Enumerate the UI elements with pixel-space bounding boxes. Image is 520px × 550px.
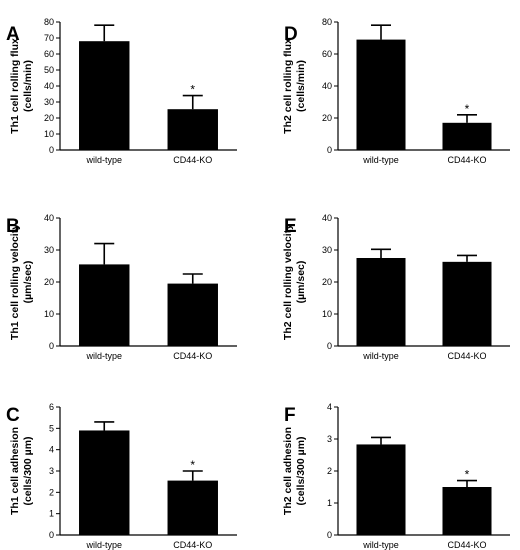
y-tick-label: 4 [49,445,54,455]
y-tick-label: 10 [44,129,54,139]
y-axis-title: (cells/300 µm) [22,436,34,505]
y-tick-label: 20 [322,113,332,123]
x-category-label: wild-type [85,351,122,361]
x-category-label: wild-type [85,155,122,165]
panel-a: A 0 10 20 30 40 50 60 70 80 wild-type * CD44-KO Th1 c… [6,17,237,165]
y-tick-label: 30 [44,97,54,107]
x-category-label: CD44-KO [173,540,212,550]
x-category-label: wild-type [362,540,399,550]
y-tick-label: 0 [49,341,54,351]
y-axis-title: Th2 cell rolling flux [282,38,294,134]
y-tick-label: 1 [49,509,54,519]
y-tick-label: 50 [44,65,54,75]
y-tick-label: 30 [44,245,54,255]
y-tick-label: 20 [322,277,332,287]
y-tick-label: 0 [327,341,332,351]
y-tick-label: 70 [44,33,54,43]
panel-letter: C [6,405,20,426]
y-tick-label: 2 [49,487,54,497]
panel-b: B 0 10 20 30 40 wild-type CD44-KO Th1 cell rolli… [6,213,237,361]
y-tick-label: 2 [327,466,332,476]
y-tick-label: 10 [322,309,332,319]
significance-marker: * [190,83,195,97]
bar [356,444,406,535]
y-tick-label: 60 [44,49,54,59]
y-tick-label: 40 [322,213,332,223]
y-axis-title: Th2 cell adhesion [282,427,294,515]
y-tick-label: 3 [49,466,54,476]
bar [79,430,130,535]
panel-e: E 0 10 20 30 40 wild-type CD44-KO Th2 cell rolli… [282,213,510,361]
y-axis-title: (µm/sec) [295,261,307,304]
panel-letter: A [6,24,20,45]
y-tick-label: 20 [44,113,54,123]
bar [442,261,492,346]
significance-marker: * [465,102,470,116]
bar [79,41,130,151]
y-tick-label: 0 [49,145,54,155]
y-tick-label: 0 [49,530,54,540]
x-category-label: wild-type [85,540,122,550]
y-tick-label: 5 [49,423,54,433]
y-axis-title: Th2 cell rolling velocity [282,224,294,340]
y-tick-label: 6 [49,402,54,412]
bar [356,258,406,346]
x-category-label: CD44-KO [173,351,212,361]
significance-marker: * [465,468,470,482]
y-axis-title: (cells/min) [295,60,307,112]
y-tick-label: 0 [327,145,332,155]
y-tick-label: 60 [322,49,332,59]
y-tick-label: 20 [44,277,54,287]
bar [167,283,218,346]
panel-letter: E [284,216,297,237]
bar [442,487,492,535]
bar [167,480,218,535]
y-axis-title: Th1 cell rolling velocity [9,224,21,340]
y-tick-label: 80 [322,17,332,27]
y-tick-label: 1 [327,498,332,508]
significance-marker: * [190,458,195,472]
y-tick-label: 40 [322,81,332,91]
y-axis-title: (µm/sec) [22,261,34,304]
y-tick-label: 3 [327,434,332,444]
x-category-label: CD44-KO [173,155,212,165]
panel-letter: B [6,216,20,237]
panel-d: D 0 20 40 60 80 wild-type * CD44-KO Th2 cell roll… [282,17,510,165]
panel-letter: F [284,405,296,426]
y-tick-label: 30 [322,245,332,255]
panel-letter: D [284,24,298,45]
x-category-label: wild-type [362,351,399,361]
x-category-label: CD44-KO [447,155,486,165]
y-axis-title: Th1 cell rolling flux [9,38,21,134]
bar [167,109,218,150]
panel-c: C 0 1 2 3 4 5 6 wild-type * CD44-KO Th1 cell adhesi… [6,402,237,550]
x-category-label: wild-type [362,155,399,165]
x-category-label: CD44-KO [447,351,486,361]
y-tick-label: 10 [44,309,54,319]
y-tick-label: 80 [44,17,54,27]
y-axis-title: (cells/300 µm) [295,436,307,505]
y-axis-title: (cells/min) [22,60,34,112]
bar [356,39,406,150]
x-category-label: CD44-KO [447,540,486,550]
y-tick-label: 40 [44,81,54,91]
y-axis-title: Th1 cell adhesion [9,427,21,515]
y-tick-label: 40 [44,213,54,223]
bar [442,122,492,150]
y-tick-label: 4 [327,402,332,412]
panel-f: F 0 1 2 3 4 wild-type * CD44-KO Th2 cell adhesion… [282,402,510,550]
y-tick-label: 0 [327,530,332,540]
bar [79,264,130,346]
